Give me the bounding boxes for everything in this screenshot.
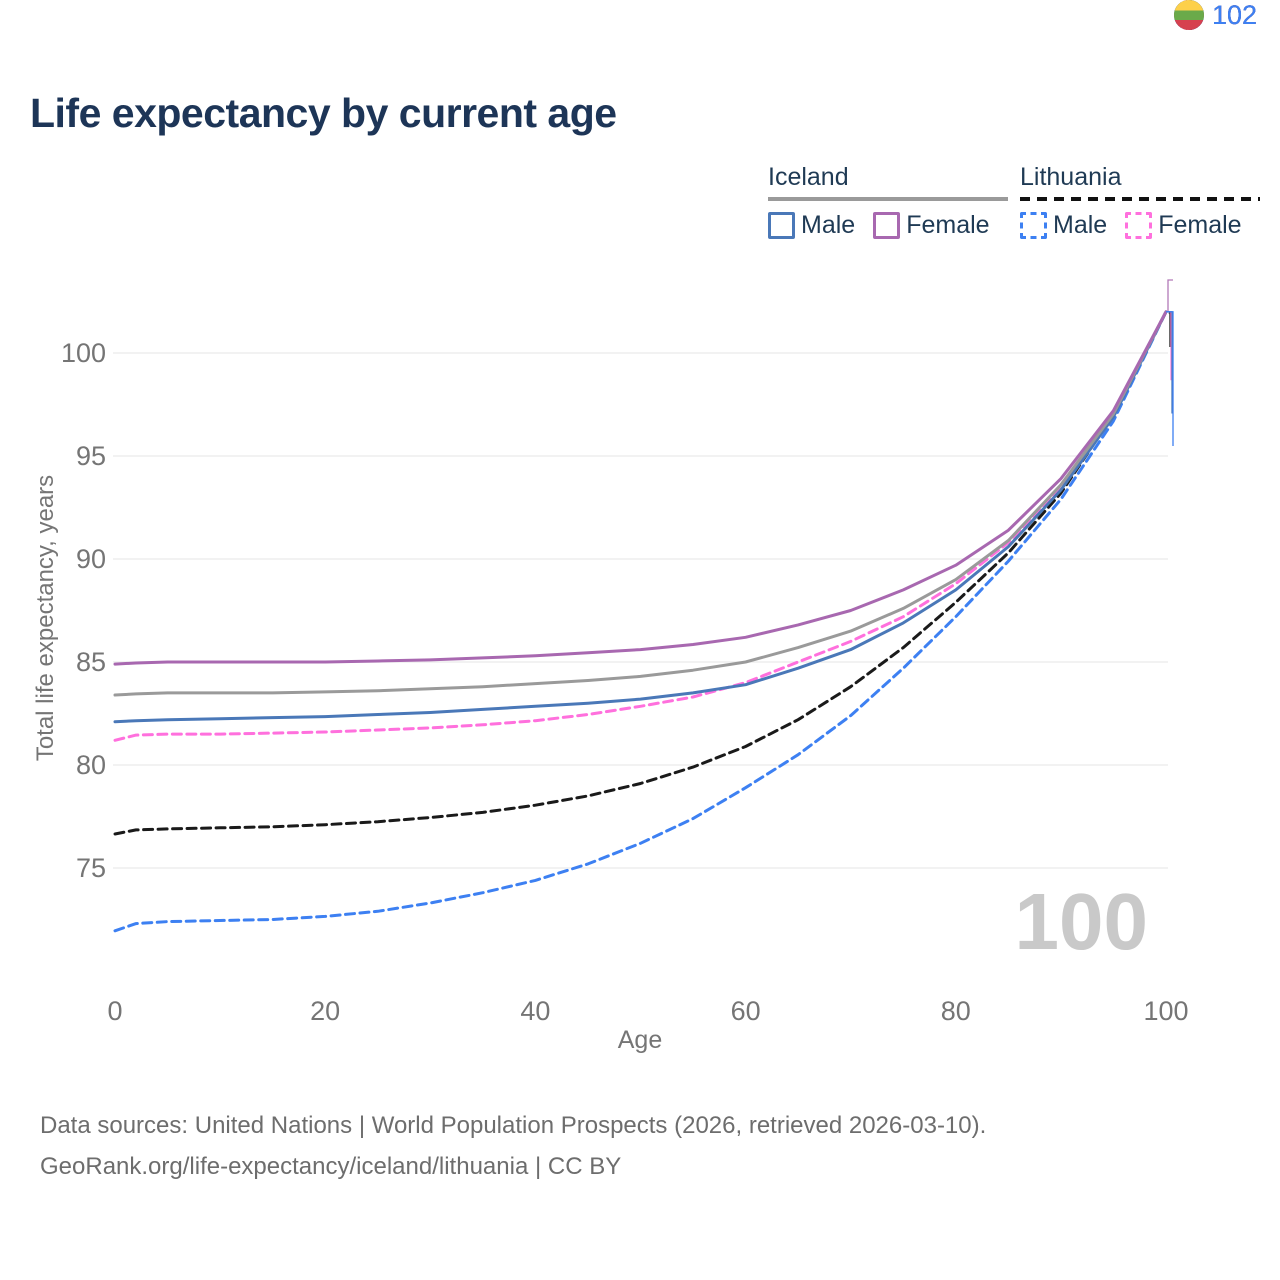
series-line-iceland-total [113,310,1168,697]
end-label-iceland-male: 102 [1174,0,1257,30]
legend-group-iceland: Iceland Male Female [768,163,1008,240]
legend-swatch-lithuania-female [1125,211,1153,239]
x-tick-20: 20 [310,996,341,1026]
legend-label-iceland-male: Male [801,211,856,239]
legend-swatch-lithuania-male [1020,211,1047,239]
x-axis-title: Age [617,1026,663,1054]
data-sources-line: Data sources: United Nations | World Pop… [40,1112,987,1139]
series-line-lithuania-total [113,310,1168,836]
x-tick-60: 60 [730,996,761,1026]
end-label-value: 102 [1212,0,1258,30]
y-tick-85: 85 [75,647,106,677]
end-label-value: 102 [1212,0,1258,30]
y-tick-80: 80 [75,750,106,780]
lithuania-dashed-line-sample [1020,197,1260,201]
watermark-age-100: 100 [1014,877,1148,966]
y-tick-75: 75 [75,853,106,883]
iceland-solid-line-sample [768,197,1008,201]
legend-group-lithuania: Lithuania Male Female [1020,163,1260,240]
footer: Data sources: United Nations | World Pop… [40,1105,986,1187]
end-label-value: 102 [1212,0,1258,30]
end-label-lithuania-male: 102 [1174,0,1257,30]
legend-label-lithuania-female: Female [1158,211,1242,239]
legend-header-iceland: Iceland [768,163,849,191]
end-label-value: 102 [1212,0,1258,30]
legend-swatch-iceland-female [873,211,901,239]
x-tick-40: 40 [520,996,551,1026]
attribution-line: GeoRank.org/life-expectancy/iceland/lith… [40,1153,622,1180]
legend-header-lithuania: Lithuania [1020,163,1122,191]
series-line-lithuania-male [113,310,1168,933]
end-label-value: 102 [1212,0,1258,30]
x-tick-0: 0 [107,996,123,1026]
series-line-lithuania-female [113,310,1168,742]
y-tick-100: 100 [60,338,106,368]
end-label-lithuania-female: 102 [1174,0,1257,30]
end-label-iceland-female: 102 [1174,0,1257,30]
legend-swatch-iceland-male [768,211,795,239]
chart-title: Life expectancy by current age [30,90,617,136]
y-tick-95: 95 [75,441,106,471]
series-line-iceland-female [113,310,1168,666]
end-label-lithuania-total: 102 [1174,0,1257,30]
y-axis-title: Total life expectancy, years [32,474,59,762]
leader-line [1166,311,1174,446]
legend-label-lithuania-male: Male [1053,211,1108,239]
legend-label-iceland-female: Female [906,211,990,239]
lithuania-flag-icon [1174,0,1204,30]
leader-line [1166,279,1173,313]
x-tick-100: 100 [1143,996,1189,1026]
end-label-iceland-total: 102 [1174,0,1257,30]
end-label-value: 102 [1212,0,1258,30]
series-line-iceland-male [113,310,1168,724]
x-tick-80: 80 [940,996,971,1026]
y-tick-90: 90 [75,544,106,574]
